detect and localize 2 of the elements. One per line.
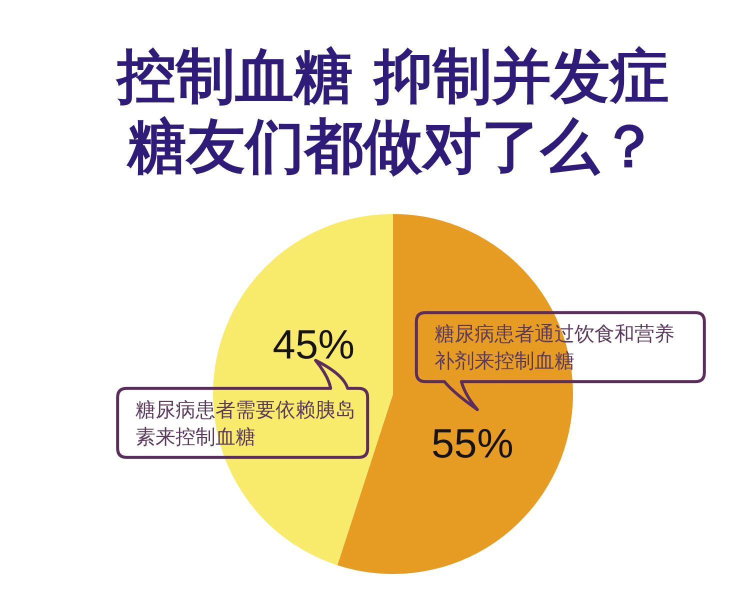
subtitle: 糖友们都做对了么？ (128, 112, 658, 180)
title: 控制血糖 抑制并发症 (117, 42, 669, 110)
